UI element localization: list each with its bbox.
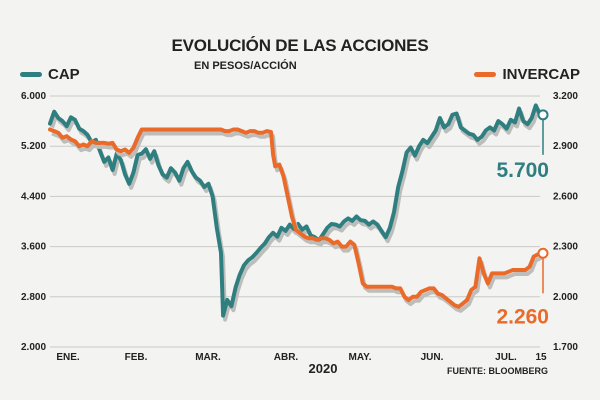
legend-cap-label: CAP <box>48 66 80 83</box>
end-marker-invercap <box>537 247 549 259</box>
x-tick-label: ABR. <box>274 352 299 363</box>
x-tick-label: MAR. <box>195 352 221 363</box>
chart-title: EVOLUCIÓN DE LAS ACCIONES <box>171 36 429 55</box>
legend-invercap: INVERCAP <box>474 66 580 83</box>
end-value-label-invercap: 2.260 <box>496 305 549 328</box>
y-right-tick-label: 3.200 <box>553 91 578 102</box>
y-left-tick-label: 4.400 <box>21 191 46 202</box>
y-right-tick-label: 2.000 <box>553 292 578 303</box>
x-tick-label: MAY. <box>349 352 372 363</box>
series-line-invercap <box>48 127 542 309</box>
y-right-tick-label: 1.700 <box>553 342 578 353</box>
series-line-cap <box>48 103 542 318</box>
y-left-tick-label: 3.600 <box>21 242 46 253</box>
y-right-tick-label: 2.300 <box>553 242 578 253</box>
chart-subtitle: EN PESOS/ACCIÓN <box>194 60 297 72</box>
y-right-tick-label: 2.900 <box>553 141 578 152</box>
legend-invercap-label: INVERCAP <box>502 66 580 83</box>
end-marker-cap <box>537 109 549 121</box>
legend-cap-swatch <box>20 72 42 77</box>
legend-invercap-swatch <box>474 72 497 77</box>
end-value-label-cap: 5.700 <box>496 159 549 182</box>
y-left-tick-label: 6.000 <box>21 91 46 102</box>
series-shadow-cap <box>50 107 544 322</box>
x-year-label: 2020 <box>309 361 338 376</box>
x-tick-label: ENE. <box>56 352 80 363</box>
x-tick-label: JUL. <box>495 352 517 363</box>
x-tick-label: 15 <box>535 352 547 363</box>
x-tick-label: JUN. <box>421 352 444 363</box>
series-shadow-invercap <box>51 131 543 313</box>
y-left-tick-label: 2.000 <box>21 342 46 353</box>
x-tick-label: FEB. <box>125 352 148 363</box>
y-left-tick-label: 5.200 <box>21 141 46 152</box>
y-right-tick-label: 2.600 <box>553 191 578 202</box>
legend-cap: CAP <box>20 66 80 83</box>
source-note: FUENTE: BLOOMBERG <box>447 366 548 376</box>
y-left-tick-label: 2.800 <box>21 292 46 303</box>
